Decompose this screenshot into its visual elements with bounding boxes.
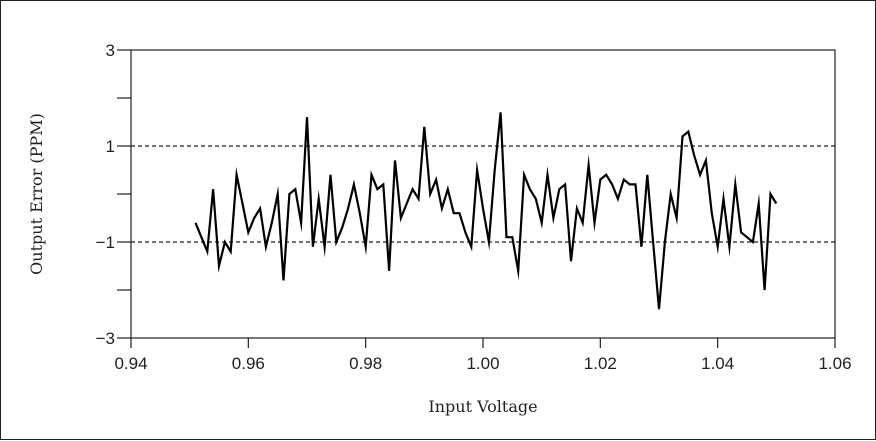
y-tick-label: 3 [106, 41, 115, 60]
y-axis-title: Output Error (PPM) [27, 113, 46, 275]
x-tick-label: 0.94 [114, 354, 147, 373]
plot-area-border [130, 49, 836, 339]
x-tick-label: 0.96 [232, 354, 265, 373]
x-tick-label: 1.02 [584, 354, 617, 373]
series-line-1 [194, 112, 778, 310]
y-tick-label: −3 [96, 329, 115, 348]
x-axis-title: Input Voltage [428, 397, 537, 416]
x-tick-label: 0.98 [349, 354, 382, 373]
x-tick-label: 1.06 [818, 354, 851, 373]
x-tick-label: 1.00 [466, 354, 499, 373]
y-tick-label: 1 [106, 137, 115, 156]
y-tick-label: −1 [96, 233, 115, 252]
x-tick-label: 1.04 [701, 354, 734, 373]
